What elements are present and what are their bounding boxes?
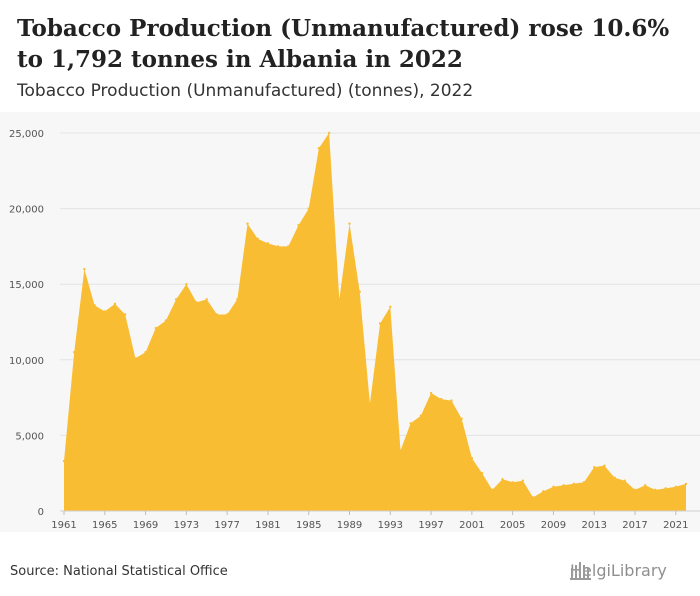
data-point — [613, 476, 616, 479]
data-point — [552, 485, 555, 489]
data-point — [440, 397, 443, 401]
data-point — [460, 417, 463, 420]
data-point — [307, 207, 310, 210]
x-tick-label: 1981 — [255, 520, 280, 531]
data-point — [103, 310, 106, 313]
data-point — [266, 242, 270, 245]
chart-subtitle: Tobacco Production (Unmanufactured) (ton… — [17, 81, 474, 101]
y-tick-label: 25,000 — [9, 129, 44, 140]
x-tick-label: 2013 — [582, 520, 607, 531]
data-point — [572, 482, 576, 485]
x-tick-label: 1997 — [418, 520, 443, 531]
production-area — [64, 133, 686, 511]
data-point — [470, 456, 474, 460]
data-point — [287, 245, 290, 248]
data-point — [368, 402, 372, 405]
y-tick-label: 20,000 — [9, 205, 44, 216]
data-point — [297, 224, 300, 227]
data-point — [62, 459, 66, 463]
data-point — [654, 488, 657, 492]
x-tick-label: 1977 — [214, 520, 239, 531]
data-point — [358, 290, 361, 293]
data-point — [154, 326, 157, 330]
y-tick-label: 10,000 — [9, 356, 44, 367]
data-point — [399, 449, 402, 452]
data-point — [195, 301, 198, 304]
chart-title: Tobacco Production (Unmanufactured) rose… — [17, 15, 670, 73]
data-point — [236, 298, 239, 301]
data-point — [501, 478, 504, 481]
data-point — [134, 357, 137, 360]
y-tick-label: 0 — [38, 507, 44, 518]
y-tick-label: 5,000 — [15, 431, 44, 442]
data-point — [419, 414, 423, 417]
data-point — [93, 304, 96, 307]
data-point — [113, 302, 117, 306]
x-tick-label: 2001 — [459, 520, 484, 531]
data-point — [185, 283, 188, 286]
data-point — [593, 465, 596, 469]
data-point — [276, 245, 280, 248]
data-point — [73, 351, 76, 354]
data-point — [389, 305, 392, 309]
area-chart: 0 5,000 10,000 15,000 20,000 25,000 1961 1965 19… — [9, 129, 700, 531]
data-point — [674, 485, 677, 489]
data-point — [215, 313, 219, 316]
helgi-library-logo: HelgiLibrary — [570, 562, 667, 580]
data-point — [83, 267, 86, 271]
chart-header: Tobacco Production (Unmanufactured) rose… — [0, 0, 700, 112]
data-point — [603, 464, 606, 467]
data-point — [378, 322, 382, 325]
x-tick-label: 1985 — [296, 520, 321, 531]
chart-area: 0 5,000 10,000 15,000 20,000 25,000 1961 1965 19… — [0, 112, 700, 532]
data-point — [542, 490, 545, 493]
data-point — [623, 479, 627, 482]
data-point — [450, 399, 453, 402]
y-tick-label: 15,000 — [9, 280, 44, 291]
data-point — [531, 496, 535, 499]
data-point — [409, 422, 412, 425]
data-point — [582, 481, 586, 484]
source-note: Source: National Statistical Office — [10, 564, 228, 579]
data-point — [144, 351, 147, 354]
x-tick-label: 2005 — [500, 520, 525, 531]
data-point — [317, 146, 321, 150]
x-tick-label: 1961 — [51, 520, 76, 531]
data-point — [348, 222, 351, 225]
data-point — [684, 482, 688, 486]
data-point — [511, 481, 514, 484]
data-point — [562, 484, 565, 487]
data-point — [338, 298, 341, 301]
data-point — [633, 488, 637, 492]
data-point — [327, 131, 331, 135]
library-building-icon — [570, 562, 591, 580]
data-point — [480, 472, 484, 475]
x-tick-label: 1973 — [174, 520, 199, 531]
x-tick-label: 1969 — [133, 520, 158, 531]
data-point — [246, 222, 249, 225]
data-point — [664, 487, 667, 490]
x-tick-label: 1989 — [337, 520, 362, 531]
data-point — [174, 298, 178, 301]
data-point — [205, 298, 208, 301]
x-tick-label: 2021 — [663, 520, 688, 531]
x-tick-label: 2017 — [622, 520, 647, 531]
data-point — [225, 313, 229, 316]
data-point — [491, 488, 494, 492]
x-tick-label: 1993 — [378, 520, 403, 531]
data-point — [164, 319, 168, 322]
x-tick-label: 2009 — [541, 520, 566, 531]
logo-text: HelgiLibrary — [570, 561, 667, 580]
data-point — [256, 237, 259, 241]
data-point — [123, 313, 127, 316]
data-point — [429, 391, 433, 395]
x-tick-label: 1965 — [92, 520, 117, 531]
data-point — [644, 484, 647, 487]
data-point — [521, 479, 525, 482]
